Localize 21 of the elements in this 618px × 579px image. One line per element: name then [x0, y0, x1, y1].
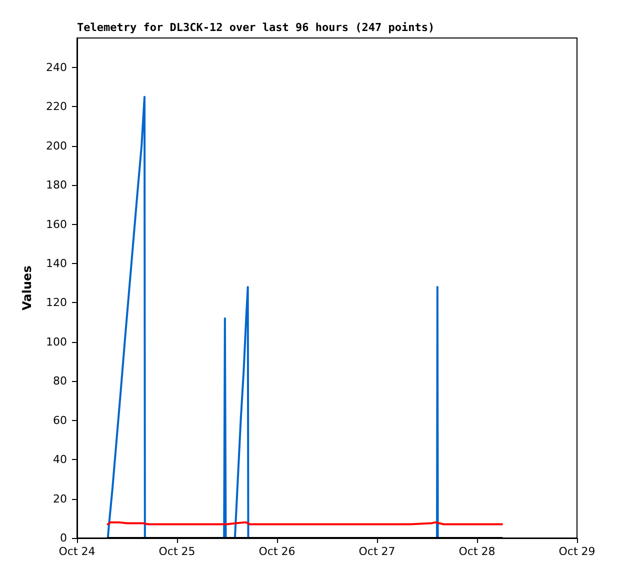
y-tick-label: 120 [46, 296, 67, 310]
y-tick-label: 100 [46, 335, 67, 348]
y-tick-label: 160 [46, 218, 67, 231]
y-tick-label: 60 [53, 414, 67, 427]
x-tick-label: Oct 28 [458, 545, 496, 558]
y-tick-label: 20 [53, 492, 67, 506]
x-tick-label: Oct 24 [58, 545, 96, 558]
x-tick-label: Oct 25 [158, 545, 196, 558]
y-tick-label: 220 [46, 100, 67, 114]
y-tick-label: 200 [46, 139, 67, 152]
x-tick-label: Oct 29 [558, 545, 596, 558]
y-tick-label: 180 [46, 178, 67, 192]
x-tick-label: Oct 27 [358, 545, 396, 558]
y-tick-label: 0 [60, 532, 67, 544]
y-tick-label: 140 [46, 256, 67, 270]
y-tick-label: 240 [46, 60, 67, 74]
chart-title: Telemetry for DL3CK-12 over last 96 hours (247 points) [77, 21, 435, 34]
y-tick-label: 40 [53, 453, 67, 466]
y-axis-title: Values [20, 266, 34, 310]
x-tick-label: Oct 26 [258, 545, 296, 558]
y-tick-label: 80 [53, 374, 67, 388]
